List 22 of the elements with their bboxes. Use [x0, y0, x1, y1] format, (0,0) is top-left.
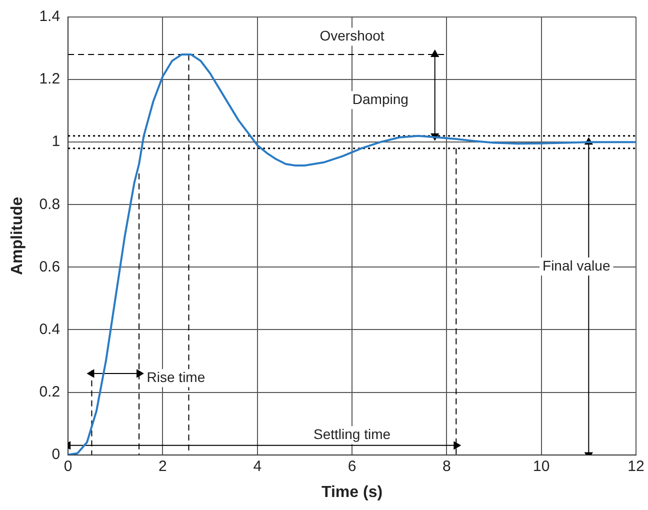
y-tick-label: 1	[52, 133, 60, 150]
annotation: Damping	[352, 91, 408, 108]
x-tick-label: 4	[253, 458, 262, 475]
y-tick-label: 1.2	[39, 70, 60, 88]
x-tick-label: 8	[442, 458, 451, 475]
annotation: Settling time	[314, 426, 391, 442]
x-tick-label: 10	[533, 458, 550, 475]
x-tick-label: 0	[64, 458, 72, 475]
x-axis-title: Time (s)	[321, 484, 383, 501]
x-tick-label: 2	[158, 458, 167, 475]
annotation: Overshoot	[320, 28, 384, 44]
x-tick-label: 6	[348, 458, 356, 475]
y-tick-label: 0.2	[39, 383, 60, 400]
annotation: Rise time	[146, 369, 206, 386]
y-tick-label: 0	[52, 446, 60, 463]
y-axis-title: Amplitude	[9, 196, 26, 276]
y-tick-label: 0.8	[39, 196, 60, 213]
y-tick-label: 1.4	[39, 8, 60, 26]
y-tick-label: 0.6	[39, 258, 60, 276]
y-tick-label: 0.4	[39, 320, 60, 338]
x-tick-label: 12	[628, 458, 644, 475]
annotation: Final value	[542, 257, 610, 274]
